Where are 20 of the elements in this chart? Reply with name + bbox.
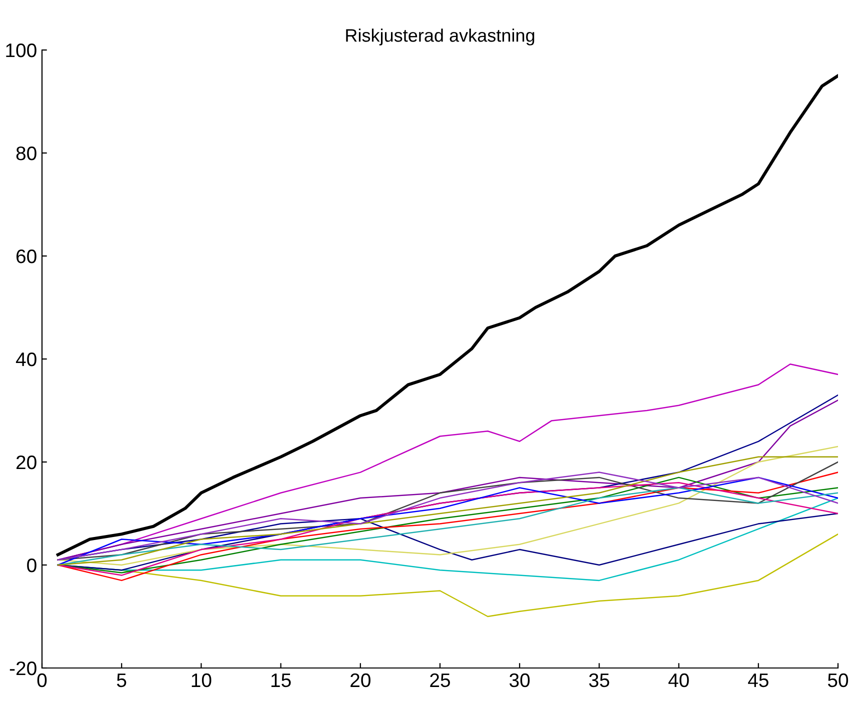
x-tick-label: 50 <box>828 673 848 688</box>
y-tick-label: -20 <box>10 661 36 676</box>
y-tick-label: 100 <box>6 43 36 58</box>
chart-title: Riskjusterad avkastning <box>346 28 534 46</box>
x-tick-label: 20 <box>350 673 370 688</box>
y-tick-label: 0 <box>27 558 36 572</box>
x-tick-label: 10 <box>192 673 212 688</box>
y-tick-label: 60 <box>16 249 36 264</box>
x-tick-label: 5 <box>116 674 126 688</box>
x-tick-label: 35 <box>589 673 610 688</box>
line-series <box>56 74 838 556</box>
x-tick-label: 45 <box>748 674 768 688</box>
y-tick-label: 20 <box>16 455 36 470</box>
x-tick-label: 40 <box>668 673 689 688</box>
x-tick-label: 30 <box>510 673 530 688</box>
y-tick-label: 40 <box>16 352 36 366</box>
x-tick-label: 0 <box>37 673 47 688</box>
x-tick-label: 15 <box>271 674 291 688</box>
y-tick-label: 80 <box>16 146 36 160</box>
x-tick-label: 25 <box>430 673 450 688</box>
